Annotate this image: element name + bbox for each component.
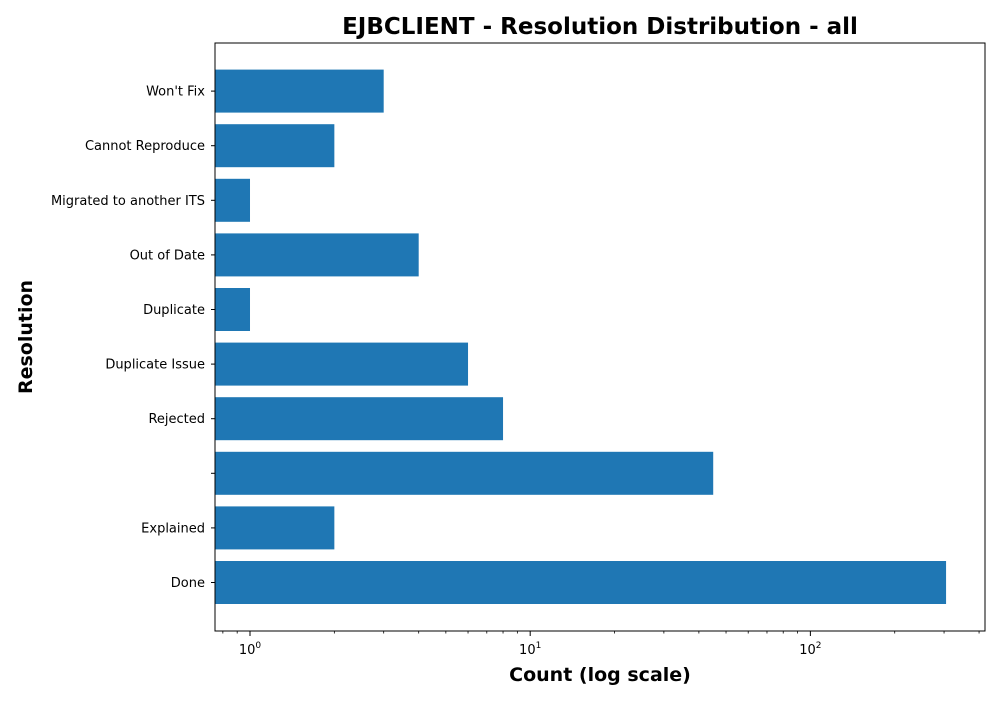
bar [215, 288, 251, 331]
x-tick-label: 102 [799, 641, 821, 658]
x-axis-label: Count (log scale) [509, 664, 691, 686]
y-tick-label: Won't Fix [146, 85, 205, 100]
x-tick-label: 100 [239, 641, 262, 658]
y-tick-label: Explained [141, 521, 205, 536]
y-tick-label: Done [171, 576, 205, 591]
y-tick-label: Migrated to another ITS [51, 194, 205, 209]
bar [215, 69, 384, 113]
chart-title: EJBCLIENT - Resolution Distribution - al… [342, 14, 858, 40]
y-tick-label: Out of Date [130, 248, 205, 263]
y-tick-label: Duplicate [143, 303, 205, 318]
y-tick-label: Duplicate Issue [105, 358, 205, 373]
bar [215, 124, 335, 168]
y-axis-label: Resolution [15, 280, 37, 394]
bars-layer [215, 69, 947, 604]
bar [215, 397, 504, 441]
x-tick-label: 101 [519, 641, 541, 658]
plot-frame [214, 42, 986, 632]
x-axis: 100 101 102 [222, 631, 980, 658]
bar [215, 342, 469, 386]
bar [215, 561, 947, 604]
y-tick-label: Cannot Reproduce [85, 139, 205, 154]
bar [215, 233, 419, 277]
bar [215, 178, 251, 222]
bar [215, 451, 714, 495]
bar [215, 506, 335, 550]
y-axis: Done Explained Rejected Duplicate Issue Dupl… [51, 85, 215, 591]
y-tick-label: Rejected [148, 412, 205, 427]
